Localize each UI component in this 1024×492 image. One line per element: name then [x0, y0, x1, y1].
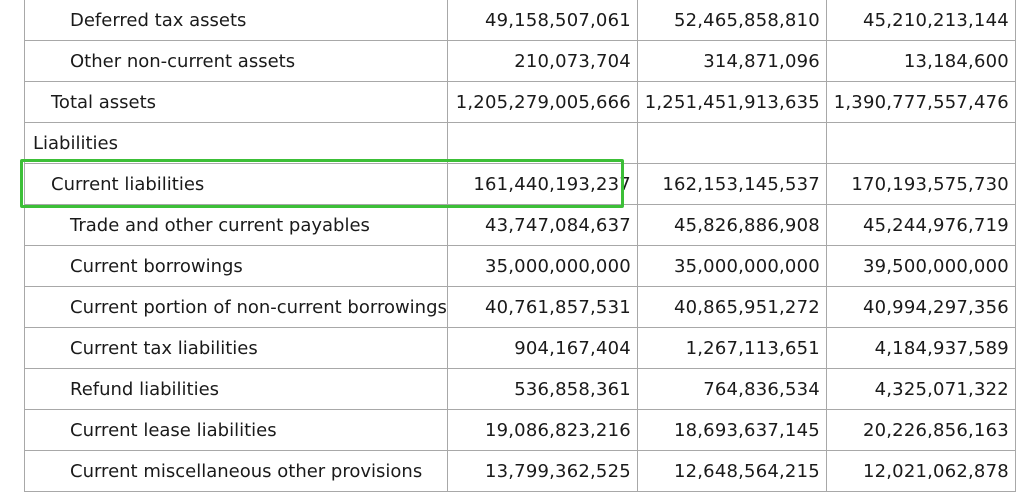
table-row: Refund liabilities 536,858,361 764,836,5…	[24, 368, 1016, 410]
row-label: Trade and other current payables	[24, 204, 448, 246]
value-cell: 764,836,534	[636, 368, 827, 410]
value-cell: 13,184,600	[825, 40, 1016, 82]
financial-table: Deferred tax assets 49,158,507,061 52,46…	[24, 0, 1016, 492]
value-cell: 314,871,096	[636, 40, 827, 82]
value-cell	[636, 122, 827, 164]
value-cell: 12,648,564,215	[636, 450, 827, 492]
value-cell: 536,858,361	[446, 368, 638, 410]
value-cell: 40,994,297,356	[825, 286, 1016, 328]
row-label: Other non-current assets	[24, 40, 448, 82]
value-cell: 4,325,071,322	[825, 368, 1016, 410]
value-cell: 19,086,823,216	[446, 409, 638, 451]
value-cell: 4,184,937,589	[825, 327, 1016, 369]
table-row: Other non-current assets 210,073,704 314…	[24, 40, 1016, 82]
table-row-current-liabilities: Current liabilities 161,440,193,237 162,…	[24, 163, 1016, 205]
value-cell: 40,761,857,531	[446, 286, 638, 328]
row-label: Liabilities	[24, 122, 448, 164]
value-cell: 45,210,213,144	[825, 0, 1016, 41]
balance-sheet: Deferred tax assets 49,158,507,061 52,46…	[24, 0, 1016, 492]
value-cell: 43,747,084,637	[446, 204, 638, 246]
row-label: Current liabilities	[24, 163, 448, 205]
value-cell: 161,440,193,237	[446, 163, 638, 205]
table-row: Deferred tax assets 49,158,507,061 52,46…	[24, 0, 1016, 41]
value-cell: 162,153,145,537	[636, 163, 827, 205]
value-cell: 18,693,637,145	[636, 409, 827, 451]
table-row: Liabilities	[24, 122, 1016, 164]
row-label: Current lease liabilities	[24, 409, 448, 451]
value-cell: 39,500,000,000	[825, 245, 1016, 287]
row-label: Deferred tax assets	[24, 0, 448, 41]
value-cell: 20,226,856,163	[825, 409, 1016, 451]
value-cell: 904,167,404	[446, 327, 638, 369]
value-cell: 45,244,976,719	[825, 204, 1016, 246]
table-row: Current lease liabilities 19,086,823,216…	[24, 409, 1016, 451]
table-row: Current tax liabilities 904,167,404 1,26…	[24, 327, 1016, 369]
value-cell: 35,000,000,000	[446, 245, 638, 287]
row-label: Refund liabilities	[24, 368, 448, 410]
value-cell	[446, 122, 638, 164]
value-cell: 210,073,704	[446, 40, 638, 82]
value-cell: 49,158,507,061	[446, 0, 638, 41]
value-cell: 1,251,451,913,635	[636, 81, 827, 123]
value-cell	[825, 122, 1016, 164]
value-cell: 1,267,113,651	[636, 327, 827, 369]
value-cell: 12,021,062,878	[825, 450, 1016, 492]
value-cell: 13,799,362,525	[446, 450, 638, 492]
table-row: Trade and other current payables 43,747,…	[24, 204, 1016, 246]
table-row: Current portion of non-current borrowing…	[24, 286, 1016, 328]
table-row: Total assets 1,205,279,005,666 1,251,451…	[24, 81, 1016, 123]
value-cell: 45,826,886,908	[636, 204, 827, 246]
row-label: Current miscellaneous other provisions	[24, 450, 448, 492]
value-cell: 1,205,279,005,666	[446, 81, 638, 123]
value-cell: 1,390,777,557,476	[825, 81, 1016, 123]
table-row: Current borrowings 35,000,000,000 35,000…	[24, 245, 1016, 287]
value-cell: 170,193,575,730	[825, 163, 1016, 205]
row-label: Total assets	[24, 81, 448, 123]
row-label: Current tax liabilities	[24, 327, 448, 369]
row-label: Current portion of non-current borrowing…	[24, 286, 448, 328]
value-cell: 52,465,858,810	[636, 0, 827, 41]
row-label: Current borrowings	[24, 245, 448, 287]
value-cell: 40,865,951,272	[636, 286, 827, 328]
table-row: Current miscellaneous other provisions 1…	[24, 450, 1016, 492]
value-cell: 35,000,000,000	[636, 245, 827, 287]
